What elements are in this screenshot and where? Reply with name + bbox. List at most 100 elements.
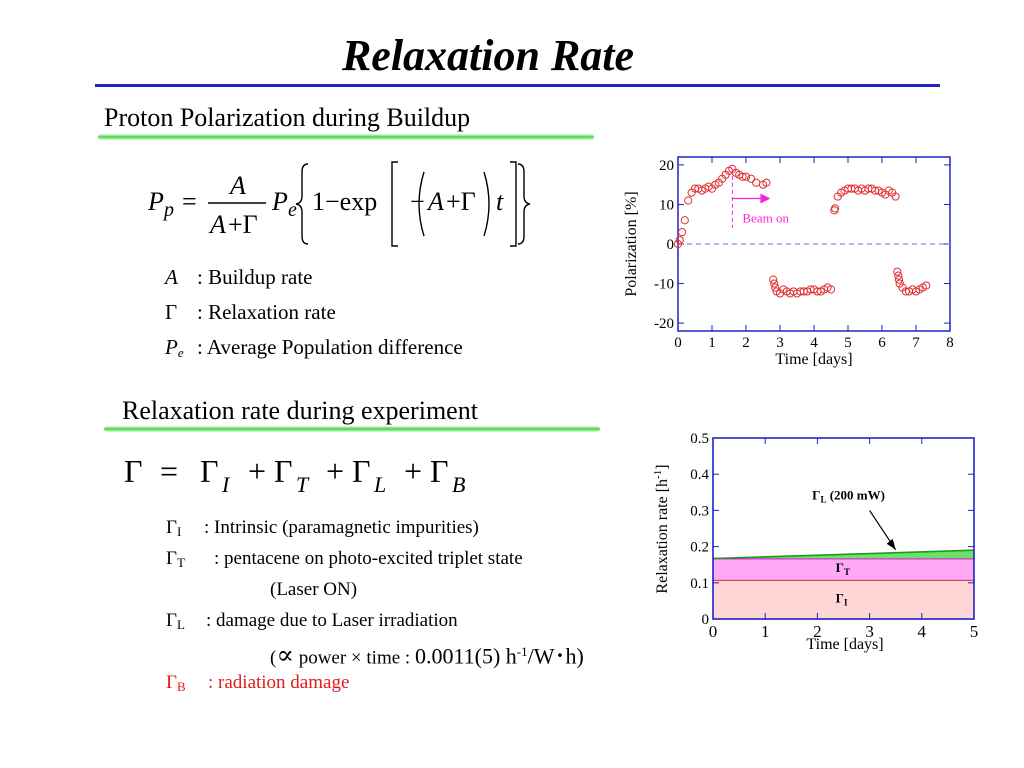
x-tick-label: 0 <box>709 622 718 641</box>
x-tick-label: 5 <box>970 622 979 641</box>
data-point <box>771 283 780 292</box>
svg-text:+Γ: +Γ <box>446 187 476 216</box>
svg-text:=: = <box>160 453 178 489</box>
relaxation-areas <box>712 549 975 619</box>
y-tick-label: 0.2 <box>690 540 709 556</box>
data-point <box>747 174 756 183</box>
svg-text:e: e <box>288 199 297 221</box>
x-tick-label: 3 <box>865 622 874 641</box>
y-label-close: ] <box>654 464 671 469</box>
gamma-L-label: ΓL (200 mW) <box>812 488 885 505</box>
svg-text:B: B <box>452 472 465 497</box>
note-dot: ･ <box>554 643 566 669</box>
y-tick-label: 10 <box>659 197 674 213</box>
x-tick-label: 2 <box>742 335 750 351</box>
data-point <box>830 204 840 213</box>
note-unit-end: h) <box>565 643 584 669</box>
beam-on-marker: Beam on <box>731 168 789 229</box>
gamma-I-label: ΓI <box>836 591 848 608</box>
y-tick-label: 0.4 <box>690 467 709 483</box>
x-tick-label: 6 <box>878 335 886 351</box>
y-tick-label: 0.3 <box>690 503 709 519</box>
def-row-gamma-I: ΓI: Intrinsic (paramagnetic impurities) <box>166 512 584 543</box>
polarization-ticks: 0 1 2 3 4 5 6 7 8 -20 -10 0 10 20 <box>654 157 954 351</box>
svg-text:+: + <box>248 453 266 489</box>
def-symbol-sub: T <box>176 555 185 570</box>
def-symbol-main: Γ <box>166 548 177 569</box>
svg-text:p: p <box>162 199 174 221</box>
x-tick-label: 4 <box>810 335 818 351</box>
data-point <box>894 271 903 280</box>
section1-underline <box>98 134 594 140</box>
svg-text:A: A <box>426 187 444 216</box>
y-tick-label: -10 <box>654 277 674 293</box>
def-symbol-main: Γ <box>166 672 177 693</box>
polarization-y-label: Polarization [%] <box>623 191 640 296</box>
section2-definitions: ΓI: Intrinsic (paramagnetic impurities) … <box>166 512 584 698</box>
svg-text:I: I <box>221 472 231 497</box>
def-symbol-sub: e <box>177 345 184 360</box>
note-unit: /W <box>527 643 555 669</box>
gamma-symbol: Γ <box>812 488 820 503</box>
gamma-symbol: Γ <box>836 560 844 575</box>
def-row-gamma-T-cont: (Laser ON) <box>270 579 358 600</box>
x-tick-label: 0 <box>674 335 682 351</box>
data-point <box>770 279 779 288</box>
def-symbol: A <box>165 265 178 289</box>
section1-definitions: A: Buildup rate Γ: Relaxation rate Pe: A… <box>165 260 463 365</box>
slide-title: Relaxation Rate <box>341 31 635 80</box>
y-label-main: Relaxation rate [h <box>654 479 671 594</box>
note-exponent: -1 <box>516 644 528 659</box>
def-symbol: ΓB <box>166 667 208 702</box>
x-tick-label: 1 <box>708 335 716 351</box>
y-tick-label: 0 <box>667 237 675 253</box>
gamma-subscript: T <box>844 567 850 577</box>
def-symbol-sub: L <box>176 617 185 632</box>
svg-text:Γ: Γ <box>274 453 293 489</box>
data-point <box>680 216 689 225</box>
note-text: power × time : <box>298 647 411 669</box>
data-point <box>893 267 902 276</box>
polarization-chart: 0 1 2 3 4 5 6 7 8 -20 -10 0 10 20 Beam on Time [days]… <box>623 156 954 368</box>
relaxation-plot-frame <box>712 437 975 620</box>
gamma-subscript: I <box>844 598 848 608</box>
svg-text:+Γ: +Γ <box>228 210 258 239</box>
beam-on-arrow-head <box>760 193 771 204</box>
def-symbol-sub: B <box>176 679 186 694</box>
area-band <box>713 558 974 580</box>
def-text: : damage due to Laser irradiation <box>206 610 458 631</box>
def-text: : pentacene on photo-excited triplet sta… <box>214 548 523 569</box>
y-tick-label: 20 <box>659 158 674 174</box>
x-tick-label: 3 <box>776 335 784 351</box>
svg-text:A: A <box>228 171 246 200</box>
gamma-symbol: Γ <box>836 591 844 606</box>
data-point <box>922 281 931 290</box>
relaxation-x-label: Time [days] <box>806 636 883 653</box>
data-point <box>762 178 771 187</box>
relaxation-y-label: Relaxation rate [h-1] <box>652 464 671 593</box>
svg-text:+: + <box>404 453 422 489</box>
relaxation-ticks: 0 1 2 3 4 5 0 0.1 0.2 0.3 0.4 0.5 <box>690 431 978 641</box>
data-point <box>894 275 904 284</box>
def-row-gamma-B: ΓB: radiation damage <box>166 667 584 698</box>
svg-text:L: L <box>373 472 386 497</box>
gamma-extra: (200 mW) <box>826 488 885 503</box>
def-row-gamma: Γ: Relaxation rate <box>165 295 463 330</box>
def-text: : Buildup rate <box>197 265 313 289</box>
note-value: 0.0011(5) h <box>414 643 517 669</box>
data-point <box>769 275 778 284</box>
svg-text:1−exp: 1−exp <box>312 187 377 216</box>
svg-text:−: − <box>410 187 425 216</box>
y-tick-label: 0.5 <box>690 431 709 447</box>
data-point <box>677 228 687 237</box>
def-symbol: ΓL <box>166 605 206 640</box>
x-tick-label: 8 <box>946 335 954 351</box>
gamma-T-label: ΓT <box>836 560 850 577</box>
section2-underline <box>104 426 600 432</box>
svg-text:Γ: Γ <box>124 453 143 489</box>
def-row-gamma-L: ΓL: damage due to Laser irradiation <box>166 605 584 636</box>
svg-text:A: A <box>208 210 226 239</box>
data-point <box>741 172 751 181</box>
